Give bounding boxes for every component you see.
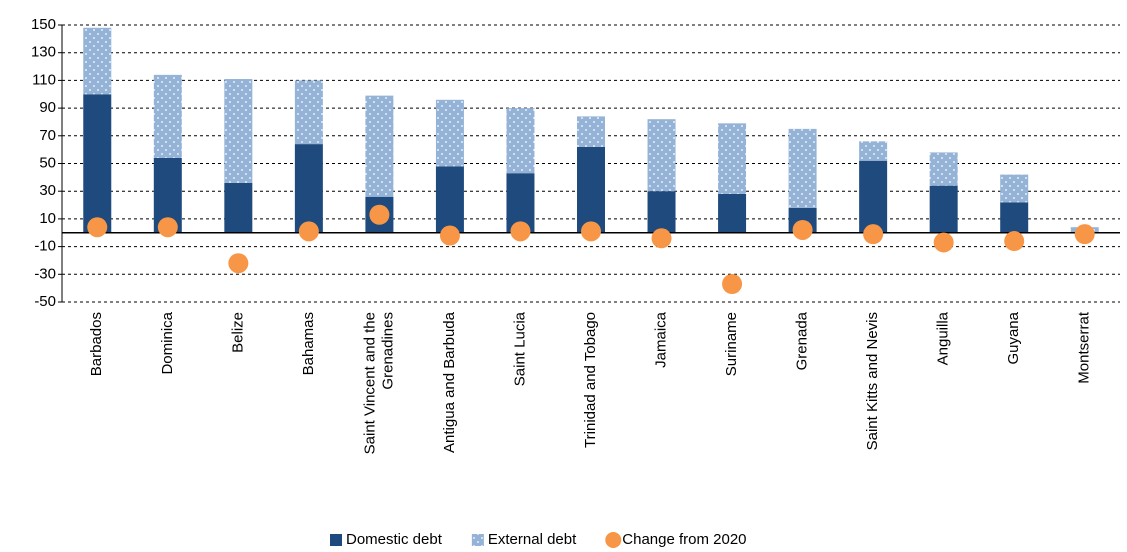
x-tick-label-group: Guyana (1005, 311, 1022, 364)
legend-swatch (330, 534, 342, 546)
bar-segment (224, 79, 253, 183)
x-tick-label-group: Saint Vincent and theGrenadines (361, 312, 396, 454)
bar-segment (294, 80, 323, 145)
x-tick-label-group: Montserrat (1076, 311, 1093, 384)
x-tick-label-group: Jamaica (653, 311, 670, 368)
dot (863, 224, 884, 245)
legend-label: External debt (488, 531, 577, 548)
y-tick-label: 90 (39, 99, 56, 116)
x-tick-label: Bahamas (300, 312, 317, 375)
x-tick-label: Dominica (159, 311, 176, 374)
legend-swatch (471, 534, 484, 546)
bar-segment (224, 182, 253, 233)
bar-segment (153, 74, 182, 158)
legend-swatch (605, 532, 622, 548)
x-tick-label-line: Grenadines (379, 312, 396, 390)
bar-segment (1000, 174, 1029, 203)
dot (87, 217, 108, 238)
x-tick-label: Suriname (723, 312, 740, 376)
bar-segment (435, 166, 464, 233)
bar-segment (929, 185, 958, 233)
x-tick-label-group: Antigua and Barbuda (441, 311, 458, 453)
bar-segment (718, 193, 747, 233)
x-tick-label-group: Grenada (794, 311, 811, 370)
bar-segment (577, 116, 605, 147)
x-tick-label: Anguilla (935, 311, 952, 365)
x-tick-label-group: Suriname (723, 312, 740, 376)
y-tick-label: 150 (31, 16, 56, 33)
bar-segment (647, 191, 676, 233)
x-tick-label: Saint Vincent and theGrenadines (361, 312, 396, 454)
bar-segment (788, 128, 817, 208)
x-tick-label-line: Saint Vincent and the (361, 312, 378, 454)
dot (510, 221, 531, 242)
x-tick-label-group: Saint Lucia (511, 311, 528, 386)
dot (1004, 231, 1025, 252)
bar-segment (435, 99, 464, 167)
x-tick-label-group: Belize (229, 312, 246, 353)
bar-segment (83, 27, 112, 95)
dot (933, 232, 954, 253)
x-tick-label: Grenada (794, 311, 811, 370)
x-tick-label: Belize (229, 312, 246, 353)
dot (792, 219, 813, 240)
x-tick-label-group: Saint Kitts and Nevis (864, 312, 881, 450)
x-tick-label: Guyana (1005, 311, 1022, 364)
bar-segment (647, 119, 676, 192)
bar-segment (83, 94, 112, 233)
dot (439, 225, 460, 246)
legend-label: Change from 2020 (622, 531, 746, 548)
bar-segment (859, 160, 888, 233)
y-tick-label: 130 (31, 44, 56, 61)
bar-segment (365, 95, 394, 197)
y-tick-label: 30 (39, 182, 56, 199)
x-tick-label-group: Barbados (88, 312, 105, 376)
bar-segment (506, 108, 535, 174)
dot (722, 273, 743, 294)
dot (651, 228, 672, 249)
x-tick-label-group: Dominica (159, 311, 176, 374)
bar-segment (577, 146, 605, 233)
y-tick-label: -30 (34, 265, 56, 282)
y-tick-label: 70 (39, 127, 56, 144)
dot (581, 221, 601, 242)
x-tick-label: Antigua and Barbuda (441, 311, 458, 453)
bar-segment (929, 152, 958, 186)
dot (1074, 224, 1095, 245)
dot (228, 253, 249, 274)
dot (298, 221, 319, 242)
bar-segment (1000, 202, 1029, 233)
x-tick-label: Barbados (88, 312, 105, 376)
dot (369, 204, 390, 225)
x-tick-label: Saint Kitts and Nevis (864, 312, 881, 450)
bar-segment (718, 123, 747, 194)
bar-segment (859, 141, 888, 161)
y-tick-label: 50 (39, 154, 56, 171)
legend-label: Domestic debt (346, 531, 443, 548)
y-tick-label: 10 (39, 210, 56, 227)
x-tick-label: Montserrat (1076, 311, 1093, 384)
x-tick-label-group: Bahamas (300, 312, 317, 375)
x-tick-label: Jamaica (653, 311, 670, 368)
x-tick-label: Trinidad and Tobago (582, 312, 599, 448)
y-tick-label: -50 (34, 293, 56, 310)
x-tick-label-group: Trinidad and Tobago (582, 312, 599, 448)
bar-segment (294, 144, 323, 233)
x-tick-label: Saint Lucia (511, 311, 528, 386)
x-tick-label-group: Anguilla (935, 311, 952, 365)
y-tick-label: -10 (34, 238, 56, 255)
dot (157, 217, 178, 238)
y-tick-label: 110 (32, 71, 56, 88)
